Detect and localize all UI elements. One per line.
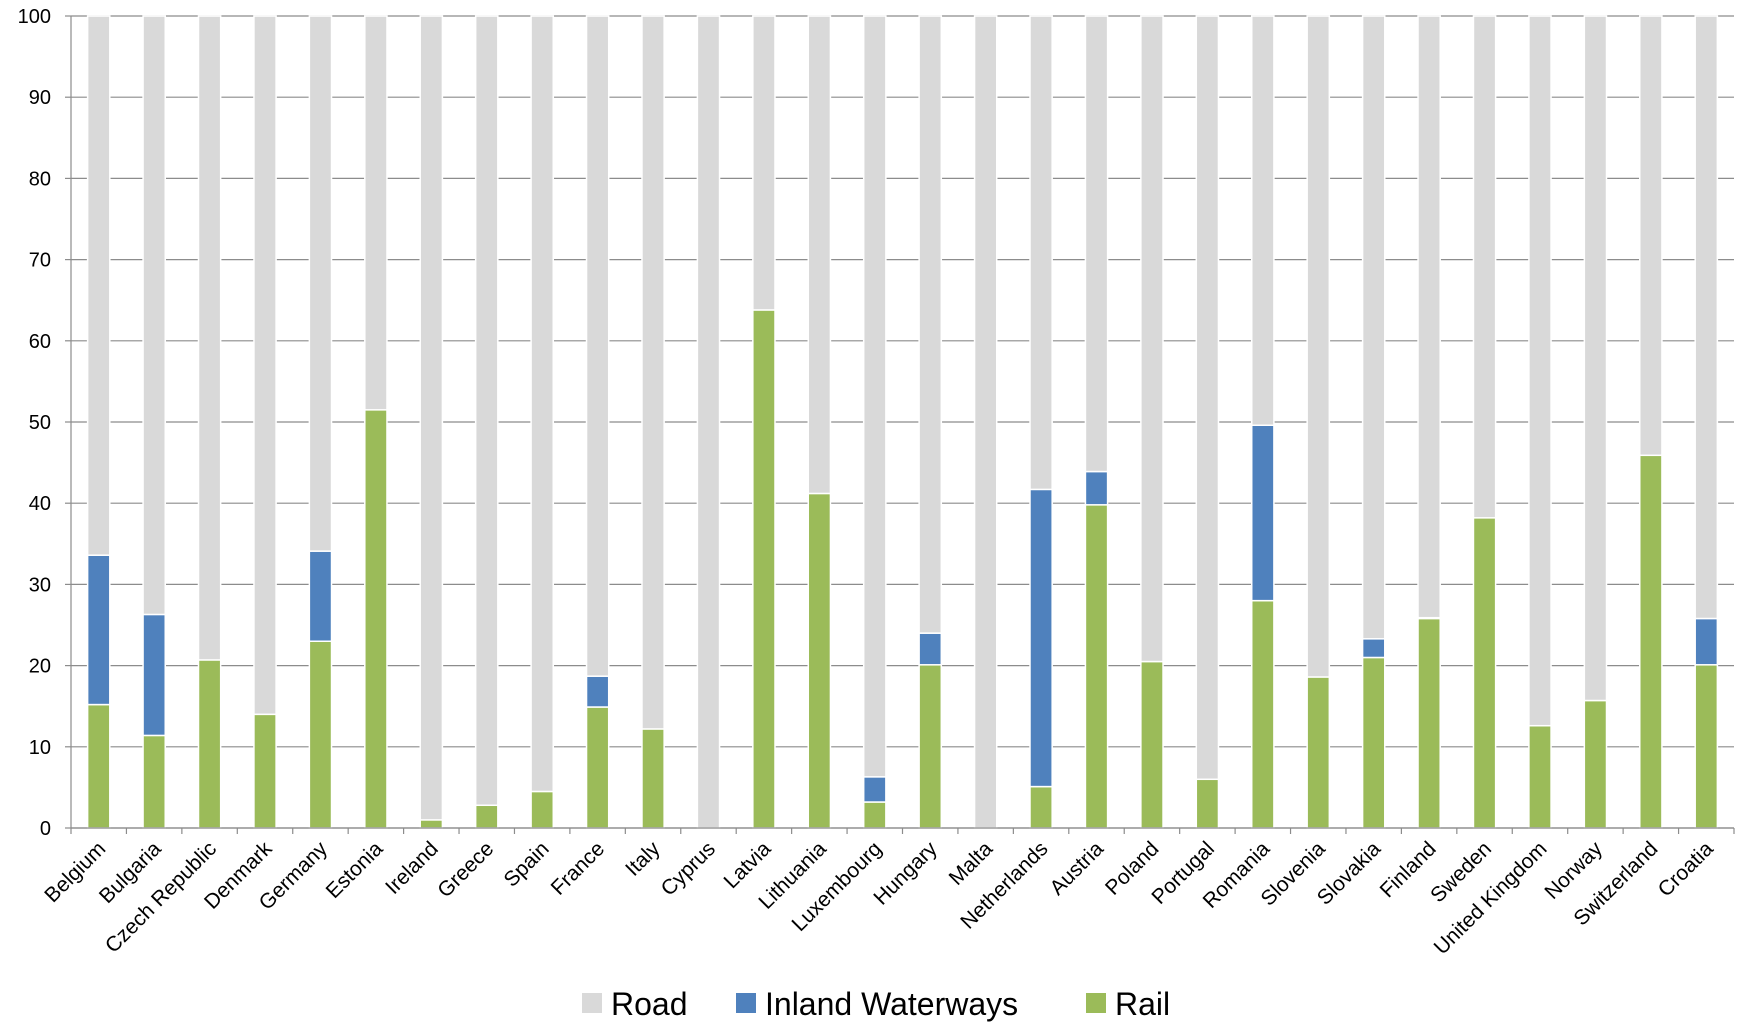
bar-rail (585, 706, 610, 829)
legend-label-rail: Rail (1115, 986, 1170, 1022)
bar-road (1029, 15, 1053, 491)
bar-road (474, 15, 499, 807)
x-tick-label: Greece (433, 837, 498, 902)
x-tick-label: Croatia (1654, 837, 1718, 901)
legend-swatch-inland-waterways (736, 993, 756, 1013)
y-tick-label: 10 (29, 737, 51, 759)
bar-road (1084, 15, 1109, 473)
bar-rail (1583, 699, 1608, 829)
bar-inland-waterways (862, 776, 887, 803)
bar-road (696, 15, 721, 829)
bar-road (1361, 15, 1386, 640)
bar-road (1250, 15, 1275, 426)
y-tick-label: 20 (29, 656, 51, 678)
y-tick-label: 80 (29, 168, 51, 190)
bar-rail (1417, 617, 1441, 829)
bar-road (530, 15, 555, 793)
bar-rail (1361, 656, 1386, 829)
x-tick-label: Ireland (381, 837, 443, 899)
bar-rail (641, 728, 665, 829)
x-tick-label: Cyprus (657, 837, 720, 900)
x-tick-label: Italy (621, 837, 665, 881)
x-tick-label: Malta (945, 837, 998, 890)
y-tick-label: 40 (29, 493, 51, 515)
bar-inland-waterways (585, 675, 610, 708)
bar-road (918, 15, 943, 634)
x-tick-label: France (547, 837, 609, 899)
x-tick-label: Estonia (322, 837, 388, 903)
bar-rail (1029, 785, 1053, 829)
y-tick-label: 60 (29, 331, 51, 353)
bar-road (1306, 15, 1331, 678)
bar-rail (862, 801, 887, 829)
bar-road (752, 15, 776, 311)
bar-rail (530, 790, 555, 829)
legend-swatch-rail (1086, 993, 1106, 1013)
bar-rail (86, 703, 111, 829)
bar-road (862, 15, 887, 778)
bar-road (308, 15, 333, 552)
bar-road (1140, 15, 1164, 663)
bar-rail (1528, 724, 1552, 829)
bar-rail (807, 492, 832, 829)
bar-road (973, 15, 998, 829)
bar-rail (474, 804, 499, 829)
bar-road (1639, 15, 1663, 457)
bar-road (1694, 15, 1719, 620)
bar-rail (1306, 676, 1331, 829)
bar-rail (253, 713, 277, 829)
bar-road (641, 15, 665, 730)
y-tick-label: 90 (29, 87, 51, 109)
bar-rail (918, 664, 943, 829)
bar-road (1195, 15, 1220, 781)
y-tick-label: 30 (29, 574, 51, 596)
bar-rail (364, 409, 388, 829)
y-tick-label: 0 (40, 818, 51, 840)
bar-rail (308, 640, 333, 829)
bar-inland-waterways (1694, 617, 1719, 666)
bar-rail (1639, 454, 1663, 829)
legend-swatch-road (582, 993, 602, 1013)
bar-road (197, 15, 222, 661)
bar-road (364, 15, 388, 411)
bar-inland-waterways (918, 632, 943, 666)
bar-inland-waterways (1084, 470, 1109, 506)
bar-rail (1195, 778, 1220, 829)
bar-rail (1084, 504, 1109, 829)
bar-road (1583, 15, 1608, 702)
bar-rail (197, 659, 222, 829)
y-tick-label: 70 (29, 250, 51, 272)
bar-rail (1140, 660, 1164, 829)
bar-road (142, 15, 166, 616)
bar-road (1417, 15, 1441, 619)
bar-road (807, 15, 832, 495)
bar-inland-waterways (1361, 638, 1386, 659)
bar-road (1472, 15, 1497, 519)
bar-road (585, 15, 610, 677)
bar-rail (1472, 517, 1497, 829)
y-tick-label: 50 (29, 412, 51, 434)
legend-label-inland-waterways: Inland Waterways (765, 986, 1018, 1022)
bar-road (419, 15, 444, 821)
bar-inland-waterways (1250, 424, 1275, 602)
bar-road (253, 15, 277, 716)
bar-rail (1694, 664, 1719, 829)
y-tick-label: 100 (18, 6, 51, 28)
bar-inland-waterways (86, 554, 111, 706)
bar-rail (1250, 599, 1275, 829)
legend-label-road: Road (611, 986, 688, 1022)
x-tick-label: Austria (1046, 837, 1109, 900)
bar-rail (142, 734, 166, 829)
bar-road (1528, 15, 1552, 727)
bar-inland-waterways (308, 550, 333, 642)
bar-rail (752, 309, 776, 829)
bar-inland-waterways (1029, 488, 1053, 788)
bar-inland-waterways (142, 613, 166, 737)
bar-rail (419, 819, 444, 829)
bar-road (86, 15, 111, 556)
